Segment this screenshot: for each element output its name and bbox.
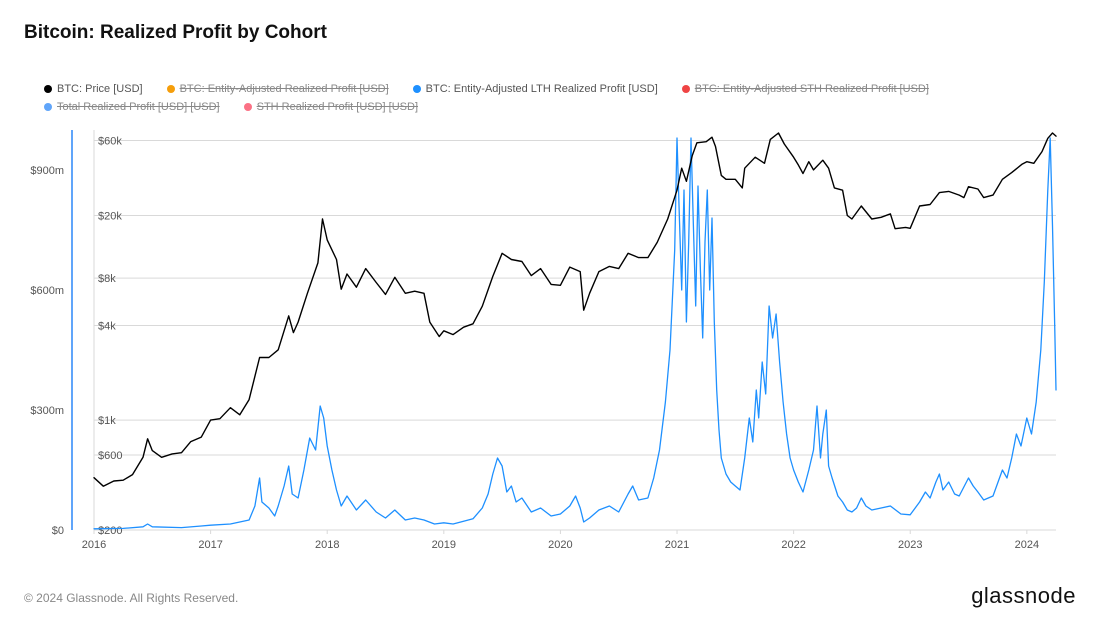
legend-label: BTC: Entity-Adjusted Realized Profit [US…	[180, 80, 389, 98]
legend-dot	[167, 85, 175, 93]
chart-container: Bitcoin: Realized Profit by Cohort BTC: …	[0, 0, 1100, 619]
svg-text:2024: 2024	[1015, 539, 1039, 551]
legend-row-1: BTC: Price [USD] BTC: Entity-Adjusted Rea…	[44, 80, 1076, 98]
svg-text:$600: $600	[98, 450, 122, 462]
chart-svg: 2016 2017 2018 2019 2020 2021 2022 2023 2024 $0 $3…	[24, 120, 1076, 560]
legend-dot	[244, 103, 252, 111]
legend: BTC: Price [USD] BTC: Entity-Adjusted Rea…	[44, 80, 1076, 116]
svg-text:2022: 2022	[781, 539, 805, 551]
copyright-text: © 2024 Glassnode. All Rights Reserved.	[24, 591, 238, 605]
svg-text:$0: $0	[52, 525, 64, 537]
legend-item[interactable]: Total Realized Profit [USD] [USD]	[44, 98, 220, 116]
legend-item[interactable]: BTC: Entity-Adjusted STH Realized Profit…	[682, 80, 929, 98]
legend-label: STH Realized Profit [USD] [USD]	[257, 98, 418, 116]
legend-item[interactable]: BTC: Entity-Adjusted LTH Realized Profit…	[413, 80, 658, 98]
svg-text:2017: 2017	[198, 539, 222, 551]
svg-text:$60k: $60k	[98, 136, 122, 148]
legend-label: Total Realized Profit [USD] [USD]	[57, 98, 220, 116]
svg-text:$1k: $1k	[98, 415, 116, 427]
svg-text:$200: $200	[98, 525, 122, 537]
svg-text:$20k: $20k	[98, 211, 122, 223]
legend-label: BTC: Price [USD]	[57, 80, 143, 98]
svg-text:$300m: $300m	[30, 405, 64, 417]
svg-text:$900m: $900m	[30, 165, 64, 177]
svg-text:2016: 2016	[82, 539, 106, 551]
legend-row-2: Total Realized Profit [USD] [USD] STH Rea…	[44, 98, 1076, 116]
svg-text:$8k: $8k	[98, 273, 116, 285]
plot-area: 2016 2017 2018 2019 2020 2021 2022 2023 2024 $0 $3…	[24, 120, 1076, 560]
legend-dot	[413, 85, 421, 93]
legend-dot	[44, 85, 52, 93]
chart-title: Bitcoin: Realized Profit by Cohort	[24, 22, 327, 44]
legend-dot	[44, 103, 52, 111]
legend-label: BTC: Entity-Adjusted STH Realized Profit…	[695, 80, 929, 98]
svg-text:2019: 2019	[432, 539, 456, 551]
legend-item[interactable]: BTC: Entity-Adjusted Realized Profit [US…	[167, 80, 389, 98]
svg-text:2020: 2020	[548, 539, 572, 551]
svg-text:$600m: $600m	[30, 285, 64, 297]
svg-text:2023: 2023	[898, 539, 922, 551]
legend-label: BTC: Entity-Adjusted LTH Realized Profit…	[426, 80, 658, 98]
legend-dot	[682, 85, 690, 93]
legend-item[interactable]: STH Realized Profit [USD] [USD]	[244, 98, 418, 116]
legend-item[interactable]: BTC: Price [USD]	[44, 80, 143, 98]
svg-text:$4k: $4k	[98, 320, 116, 332]
brand-logo: glassnode	[971, 583, 1076, 609]
svg-text:2018: 2018	[315, 539, 339, 551]
svg-text:2021: 2021	[665, 539, 689, 551]
